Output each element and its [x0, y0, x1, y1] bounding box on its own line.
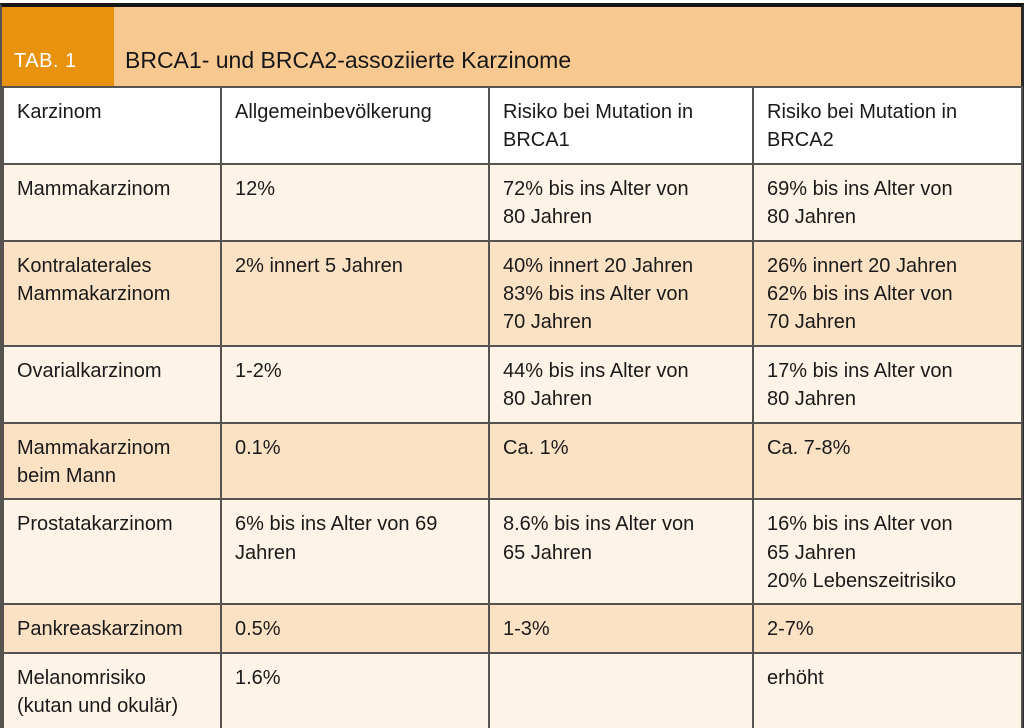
figure-header-band: TAB. 1 BRCA1- und BRCA2-assoziierte Karz… [2, 7, 1021, 86]
table-cell: 2% innert 5 Jahren [220, 239, 490, 347]
table-cell: Pankreaskarzinom [2, 603, 222, 654]
table-cell: 0.5% [220, 603, 490, 654]
table-cell: Kontralaterales Mammakarzinom [2, 239, 222, 347]
column-header-allgemeinbevoelkerung: Allgemeinbevölkerung [220, 86, 490, 165]
column-header-risiko-brca1: Risiko bei Mutation in BRCA1 [488, 86, 754, 165]
table-cell [488, 651, 754, 728]
column-header-karzinom: Karzinom [2, 86, 222, 165]
table-cell: Melanomrisiko (kutan und okulär) [2, 651, 222, 728]
table-cell: Mammakarzinom beim Mann [2, 421, 222, 501]
table-cell: Ovarialkarzinom [2, 344, 222, 424]
table-tag-label: TAB. 1 [14, 50, 77, 72]
table-cell: 1-2% [220, 344, 490, 424]
table-cell: 72% bis ins Alter von 80 Jahren [488, 162, 754, 242]
table-cell: 2-7% [752, 603, 1023, 654]
table-cell: Prostatakarzinom [2, 498, 222, 606]
table-row-prostatakarzinom: Prostatakarzinom 6% bis ins Alter von 69… [2, 498, 1023, 606]
table-row-mammakarzinom: Mammakarzinom 12% 72% bis ins Alter von … [2, 162, 1023, 242]
table-title-text: BRCA1- und BRCA2-assoziierte Karzinome [125, 47, 572, 73]
table-cell: 40% innert 20 Jahren 83% bis ins Alter v… [488, 239, 754, 347]
table-cell: 0.1% [220, 421, 490, 501]
table-figure: TAB. 1 BRCA1- und BRCA2-assoziierte Karz… [0, 3, 1024, 728]
table-cell: 16% bis ins Alter von 65 Jahren 20% Lebe… [752, 498, 1023, 606]
table-row-melanomrisiko: Melanomrisiko (kutan und okulär) 1.6% er… [2, 651, 1023, 728]
table-row-ovarialkarzinom: Ovarialkarzinom 1-2% 44% bis ins Alter v… [2, 344, 1023, 424]
table-row-mammakarzinom-beim-mann: Mammakarzinom beim Mann 0.1% Ca. 1% Ca. … [2, 421, 1023, 501]
table-row-pankreaskarzinom: Pankreaskarzinom 0.5% 1-3% 2-7% [2, 603, 1023, 654]
table-tag: TAB. 1 [2, 7, 114, 86]
table-cell: Ca. 1% [488, 421, 754, 501]
table-cell: 12% [220, 162, 490, 242]
table-cell: Ca. 7-8% [752, 421, 1023, 501]
table-title: BRCA1- und BRCA2-assoziierte Karzinome [114, 7, 1021, 86]
table-cell: 1-3% [488, 603, 754, 654]
column-header-row: Karzinom Allgemeinbevölkerung Risiko bei… [2, 86, 1023, 165]
table-row-kontralaterales-mammakarzinom: Kontralaterales Mammakarzinom 2% innert … [2, 239, 1023, 347]
table-cell: 26% innert 20 Jahren 62% bis ins Alter v… [752, 239, 1023, 347]
table-cell: 8.6% bis ins Alter von 65 Jahren [488, 498, 754, 606]
column-header-risiko-brca2: Risiko bei Mutation in BRCA2 [752, 86, 1023, 165]
table-cell: 1.6% [220, 651, 490, 728]
table-cell: 44% bis ins Alter von 80 Jahren [488, 344, 754, 424]
table-cell: 69% bis ins Alter von 80 Jahren [752, 162, 1023, 242]
data-table: Karzinom Allgemeinbevölkerung Risiko bei… [2, 86, 1023, 728]
table-cell: 17% bis ins Alter von 80 Jahren [752, 344, 1023, 424]
table-cell: Mammakarzinom [2, 162, 222, 242]
table-cell: 6% bis ins Alter von 69 Jahren [220, 498, 490, 606]
table-cell: erhöht [752, 651, 1023, 728]
